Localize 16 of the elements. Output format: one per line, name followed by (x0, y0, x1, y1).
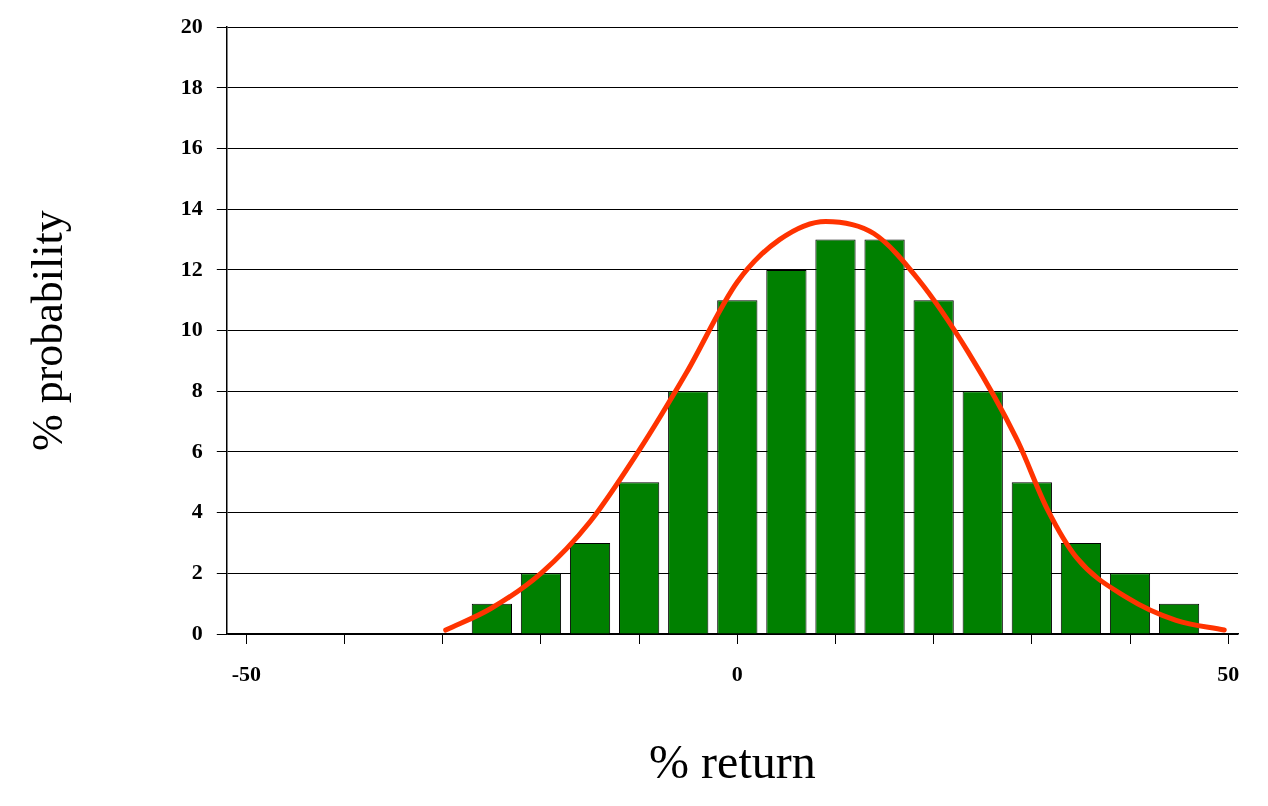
y-tick-label: 14 (180, 194, 203, 220)
y-tick-label: 20 (180, 12, 203, 38)
x-axis-title: % return (649, 734, 816, 788)
y-tick-label: 8 (191, 376, 203, 402)
x-tick-label: 50 (1217, 660, 1240, 686)
y-tick-label: 0 (191, 619, 203, 645)
y-tick-label: 6 (191, 437, 203, 463)
y-tick-label: 16 (180, 134, 203, 160)
y-axis-title: % probability (22, 210, 72, 451)
x-tick-label: -50 (231, 660, 262, 686)
y-tick-label: 18 (180, 73, 203, 99)
x-tick-label: 0 (731, 660, 743, 686)
y-tick-label: 12 (180, 255, 203, 281)
y-tick-label: 10 (180, 316, 203, 342)
y-tick-label: 2 (191, 559, 203, 585)
y-tick-label: 4 (191, 498, 203, 524)
